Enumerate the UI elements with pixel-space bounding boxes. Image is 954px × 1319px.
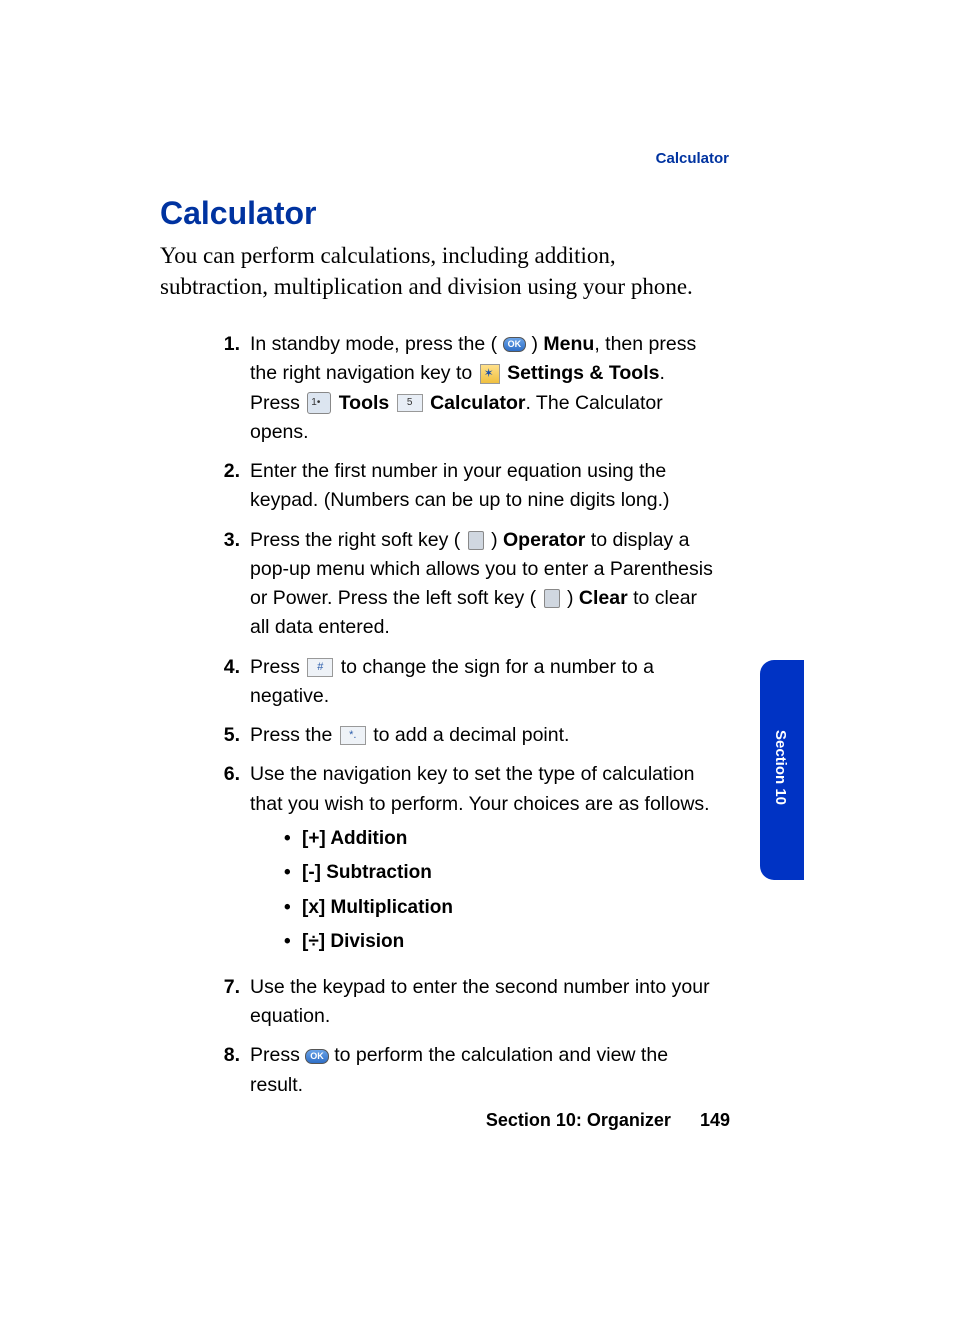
page-title: Calculator (160, 195, 316, 232)
step-body: Press # to change the sign for a number … (250, 653, 720, 712)
star-key-icon: *. (340, 726, 366, 745)
text: In standby mode, press the ( (250, 333, 497, 355)
hash-key-icon: # (307, 658, 333, 677)
operation-bullets: [+] Addition [-] Subtraction [x] Multipl… (284, 825, 720, 957)
operator-label: Operator (503, 529, 585, 551)
settings-tools-icon (480, 364, 500, 384)
step-7: 7. Use the keypad to enter the second nu… (210, 973, 720, 1032)
text: Press the (250, 724, 338, 746)
step-number: 7. (210, 973, 250, 1032)
step-2: 2. Enter the first number in your equati… (210, 457, 720, 516)
text: Press the right soft key ( (250, 529, 460, 551)
text: ) (567, 587, 579, 609)
section-tab-label: Section 10 (772, 730, 789, 805)
settings-tools-label: Settings & Tools (507, 362, 659, 384)
step-number: 2. (210, 457, 250, 516)
step-number: 3. (210, 526, 250, 643)
tools-icon (307, 392, 331, 414)
bullet-addition: [+] Addition (284, 825, 720, 854)
step-body: Use the keypad to enter the second numbe… (250, 973, 720, 1032)
step-4: 4. Press # to change the sign for a numb… (210, 653, 720, 712)
left-softkey-icon (544, 589, 560, 608)
step-body: In standby mode, press the ( OK ) Menu, … (250, 330, 720, 447)
text: Press (250, 1044, 305, 1066)
step-number: 4. (210, 653, 250, 712)
bullet-division: [÷] Division (284, 928, 720, 957)
footer-section: Section 10: Organizer (486, 1110, 671, 1130)
step-5: 5. Press the *. to add a decimal point. (210, 721, 720, 750)
step-number: 1. (210, 330, 250, 447)
text: to add a decimal point. (373, 724, 569, 746)
bullet-subtraction: [-] Subtraction (284, 859, 720, 888)
step-body: Use the navigation key to set the type o… (250, 760, 720, 963)
text: ) (531, 333, 543, 355)
ok-button-icon: OK (503, 337, 527, 352)
ok-button-icon: OK (305, 1049, 329, 1064)
step-number: 6. (210, 760, 250, 963)
step-number: 8. (210, 1041, 250, 1100)
clear-label: Clear (579, 587, 628, 609)
step-6: 6. Use the navigation key to set the typ… (210, 760, 720, 963)
text: Use the navigation key to set the type o… (250, 763, 710, 814)
footer-page-number: 149 (700, 1110, 730, 1130)
steps-list: 1. In standby mode, press the ( OK ) Men… (210, 330, 720, 1110)
step-number: 5. (210, 721, 250, 750)
calculator-label: Calculator (430, 392, 525, 414)
step-body: Press the *. to add a decimal point. (250, 721, 720, 750)
step-1: 1. In standby mode, press the ( OK ) Men… (210, 330, 720, 447)
step-8: 8. Press OK to perform the calculation a… (210, 1041, 720, 1100)
intro-paragraph: You can perform calculations, including … (160, 240, 720, 302)
step-body: Press OK to perform the calculation and … (250, 1041, 720, 1100)
menu-label: Menu (543, 333, 594, 355)
step-3: 3. Press the right soft key ( ) Operator… (210, 526, 720, 643)
section-tab: Section 10 (760, 660, 804, 880)
step-body: Enter the first number in your equation … (250, 457, 720, 516)
tools-label: Tools (339, 392, 390, 414)
running-head: Calculator (656, 150, 729, 167)
text: ) (491, 529, 503, 551)
step-body: Press the right soft key ( ) Operator to… (250, 526, 720, 643)
right-softkey-icon (468, 531, 484, 550)
keypad-5-icon: 5 (397, 394, 423, 412)
text: Press (250, 656, 305, 678)
page-footer: Section 10: Organizer 149 (160, 1110, 730, 1131)
bullet-multiplication: [x] Multiplication (284, 894, 720, 923)
